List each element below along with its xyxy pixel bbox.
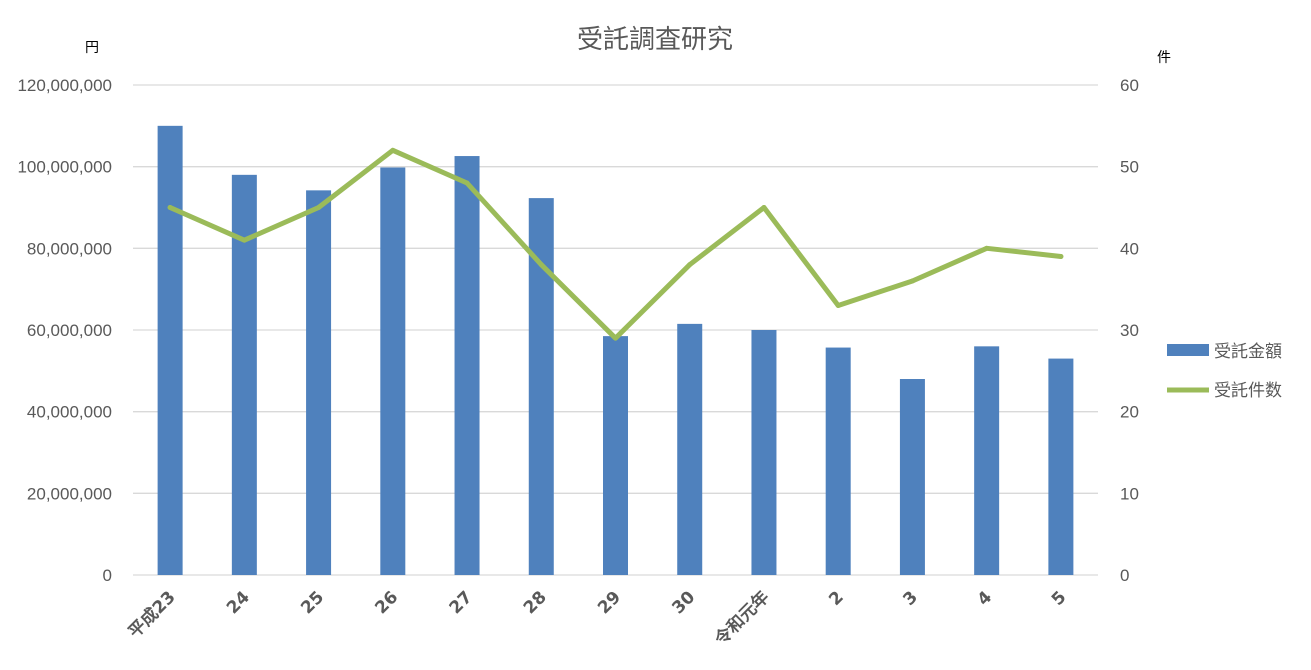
x-tick-label: 24 bbox=[223, 587, 254, 618]
bar bbox=[380, 167, 406, 575]
x-tick-label: 3 bbox=[899, 587, 922, 610]
bar bbox=[825, 347, 851, 575]
legend: 受託金額 受託件数 bbox=[1167, 342, 1282, 401]
right-tick-label: 0 bbox=[1120, 566, 1129, 585]
line-point bbox=[984, 245, 990, 251]
line-point bbox=[538, 262, 544, 268]
right-tick-label: 40 bbox=[1120, 239, 1139, 258]
right-tick-label: 20 bbox=[1120, 403, 1139, 422]
bar bbox=[157, 125, 183, 575]
bar bbox=[1048, 358, 1074, 575]
x-tick-label: 2 bbox=[825, 587, 848, 610]
line-point bbox=[316, 205, 322, 210]
x-tick-label: 26 bbox=[371, 587, 402, 618]
line-point bbox=[241, 237, 247, 243]
left-tick-label: 20,000,000 bbox=[27, 484, 112, 503]
bar bbox=[603, 336, 628, 575]
bar-series bbox=[157, 125, 1074, 576]
line-point bbox=[761, 205, 767, 210]
x-tick-label: 平成23 bbox=[124, 587, 180, 643]
right-tick-label: 50 bbox=[1120, 158, 1139, 177]
left-tick-label: 40,000,000 bbox=[27, 403, 112, 422]
line-point bbox=[613, 335, 618, 341]
left-axis-unit: 円 bbox=[85, 40, 99, 56]
line-point bbox=[464, 180, 470, 186]
x-tick-label: 30 bbox=[668, 587, 699, 618]
x-tick-label: 28 bbox=[520, 587, 551, 618]
left-tick-label: 120,000,000 bbox=[17, 76, 112, 95]
bar bbox=[974, 346, 1000, 575]
chart-title: 受託調査研究 bbox=[577, 25, 733, 55]
right-tick-label: 60 bbox=[1120, 76, 1139, 95]
x-tick-label: 令和元年 bbox=[711, 587, 774, 650]
x-axis-ticks: 平成23 24 25 26 27 28 29 30 令和元年 2 3 4 5 bbox=[124, 587, 1070, 650]
line-point bbox=[835, 303, 841, 308]
x-tick-label: 29 bbox=[594, 587, 625, 618]
line-point bbox=[1058, 254, 1064, 259]
legend-label-count: 受託件数 bbox=[1214, 381, 1282, 401]
right-axis-unit: 件 bbox=[1157, 50, 1171, 66]
x-tick-label: 4 bbox=[974, 587, 997, 610]
line-point bbox=[687, 262, 693, 268]
left-tick-label: 0 bbox=[103, 566, 112, 585]
line-point bbox=[390, 147, 396, 153]
left-axis-ticks: 0 20,000,000 40,000,000 60,000,000 80,000,00… bbox=[17, 76, 112, 585]
line-point bbox=[167, 205, 173, 210]
count-line bbox=[167, 147, 1064, 341]
legend-swatch-amount bbox=[1167, 344, 1209, 356]
left-tick-label: 80,000,000 bbox=[27, 239, 112, 258]
legend-label-amount: 受託金額 bbox=[1214, 342, 1282, 362]
line-series bbox=[167, 147, 1064, 341]
bar bbox=[751, 330, 777, 575]
right-axis-ticks: 0 10 20 30 40 50 60 bbox=[1120, 76, 1139, 585]
line-point bbox=[909, 278, 915, 284]
left-tick-label: 60,000,000 bbox=[27, 321, 112, 340]
bar bbox=[899, 379, 925, 575]
left-tick-label: 100,000,000 bbox=[17, 158, 112, 177]
right-tick-label: 10 bbox=[1120, 484, 1139, 503]
bar bbox=[306, 190, 332, 575]
bar bbox=[677, 323, 703, 575]
right-tick-label: 30 bbox=[1120, 321, 1139, 340]
x-tick-label: 5 bbox=[1048, 587, 1071, 610]
bar bbox=[528, 198, 554, 575]
x-tick-label: 27 bbox=[446, 587, 477, 618]
x-tick-label: 25 bbox=[297, 587, 328, 618]
bar bbox=[454, 156, 480, 576]
